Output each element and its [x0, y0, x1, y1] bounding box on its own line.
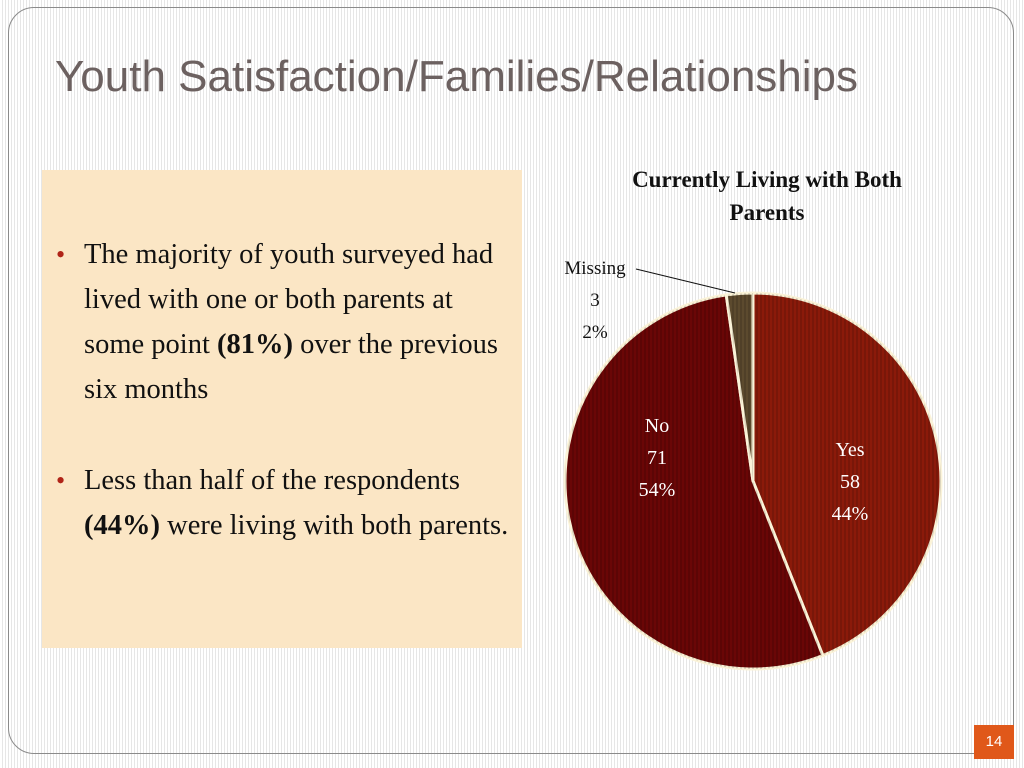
- bullet-1-text-end: over the previous six months: [84, 329, 498, 405]
- pie-labels: Yes 58 44% No 71 54% Missing 3 2%: [564, 258, 868, 525]
- data-label-no-value: 71: [647, 447, 667, 469]
- data-label-missing-value: 3: [590, 290, 600, 311]
- text-panel: • The majority of youth surveyed had liv…: [42, 170, 522, 648]
- data-label-yes-percent: 44%: [832, 503, 869, 525]
- slide-title: Youth Satisfaction/Families/Relationship…: [55, 52, 859, 101]
- bullet-1-highlight: (81%): [217, 329, 293, 360]
- data-label-no-percent: 54%: [639, 479, 676, 501]
- leader-line-missing: [635, 268, 736, 294]
- bullet-dot-icon: •: [56, 240, 66, 269]
- slide-frame: [8, 7, 1014, 754]
- bullet-dot-icon: •: [56, 466, 66, 495]
- bullet-1-text: The majority of youth surveyed had lived…: [84, 239, 494, 360]
- bullet-2-highlight: (44%): [84, 510, 160, 541]
- bullet-item-2: • Less than half of the respondents (44%…: [56, 458, 512, 548]
- bullet-item-1: • The majority of youth surveyed had liv…: [56, 232, 512, 412]
- data-label-yes-value: 58: [840, 471, 860, 493]
- data-label-missing-label: Missing: [564, 258, 626, 279]
- page-number-badge: 14: [974, 725, 1014, 759]
- pie-slice-texture-no: [565, 294, 823, 669]
- data-label-no-label: No: [645, 415, 669, 437]
- pie-slice-texture-yes: [753, 293, 941, 656]
- pie-slice-texture-missing: [726, 293, 753, 481]
- bullet-2-text-end: were living with both parents.: [159, 510, 509, 541]
- bullet-2-text: Less than half of the respondents: [84, 465, 460, 496]
- pie-slices: [563, 291, 943, 671]
- data-label-yes-label: Yes: [835, 439, 864, 461]
- chart-title: Currently Living with Both Parents: [632, 167, 902, 225]
- data-label-missing-percent: 2%: [582, 322, 608, 343]
